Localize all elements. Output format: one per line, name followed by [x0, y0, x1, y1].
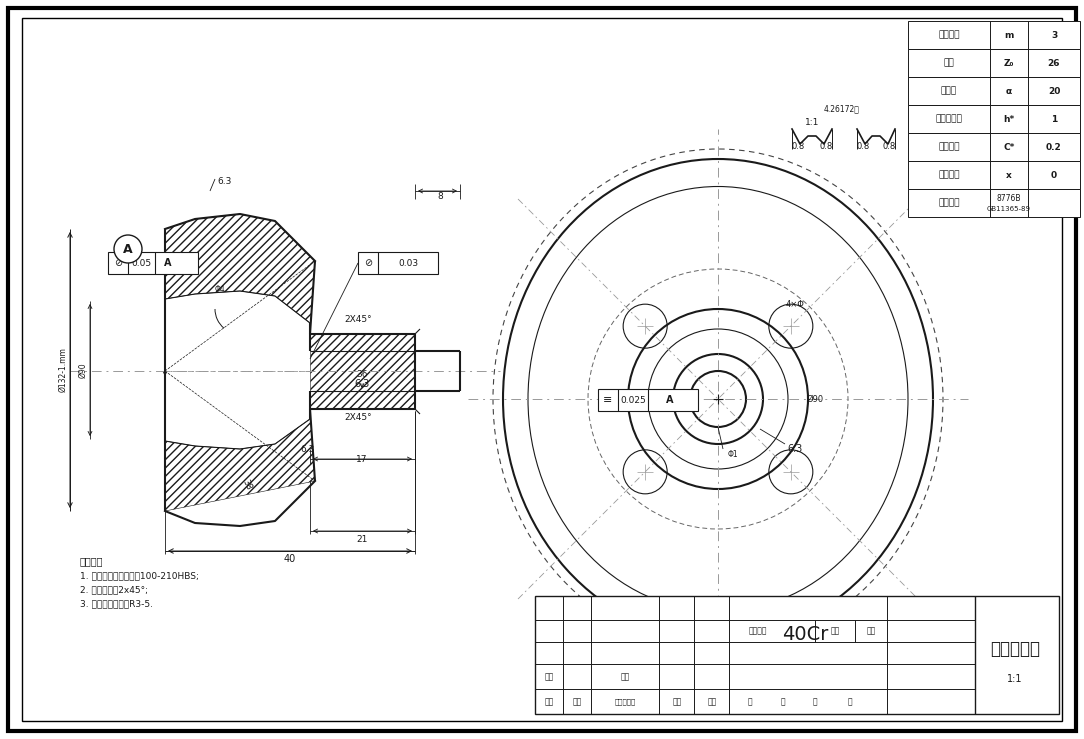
Text: 主动锥齿轮: 主动锥齿轮	[990, 640, 1040, 658]
Text: 0.8: 0.8	[856, 141, 869, 151]
Text: 6.3: 6.3	[787, 444, 802, 454]
Text: 齿顶高系数: 齿顶高系数	[935, 115, 963, 123]
Text: A: A	[667, 395, 674, 405]
Text: Z₀: Z₀	[1004, 58, 1015, 67]
Text: 8776B: 8776B	[997, 194, 1021, 202]
Bar	[908, 49, 1080, 77]
Text: A: A	[165, 258, 171, 268]
Text: 40: 40	[284, 554, 296, 564]
Text: 0.8: 0.8	[791, 141, 804, 151]
Circle shape	[114, 235, 142, 263]
Text: 张: 张	[780, 698, 785, 706]
Text: Ø90: Ø90	[806, 395, 824, 403]
Text: 6.3: 6.3	[354, 379, 370, 389]
Text: α: α	[1006, 86, 1012, 95]
Text: 精度系数: 精度系数	[939, 199, 959, 208]
Text: 张: 张	[848, 698, 852, 706]
Text: h*: h*	[1004, 115, 1015, 123]
Text: Ø132-1.mm: Ø132-1.mm	[59, 347, 67, 392]
Text: 图样标记: 图样标记	[749, 627, 767, 636]
Text: 大端模数: 大端模数	[939, 30, 959, 39]
Text: 0.8: 0.8	[882, 141, 895, 151]
Text: 0.8: 0.8	[820, 141, 833, 151]
Text: 1. 齿面淬火后表面硬度100-210HBS;: 1. 齿面淬火后表面硬度100-210HBS;	[80, 571, 198, 581]
Text: Ø90: Ø90	[78, 362, 88, 378]
Text: 4×Φ: 4×Φ	[786, 299, 804, 308]
Text: C*: C*	[1004, 143, 1015, 151]
Text: 技术要求: 技术要求	[80, 556, 103, 566]
Text: Φ4: Φ4	[215, 285, 225, 293]
Text: 0.2: 0.2	[1046, 143, 1062, 151]
Text: 1:1: 1:1	[804, 118, 820, 126]
Bar	[535, 596, 1059, 714]
Text: 20: 20	[1048, 86, 1060, 95]
Bar	[908, 77, 1080, 105]
Text: x: x	[1006, 171, 1011, 180]
Text: ⊘: ⊘	[364, 258, 372, 268]
Text: 共: 共	[748, 698, 752, 706]
Bar	[598, 389, 698, 411]
Text: 21: 21	[357, 534, 367, 543]
Text: 顶隙系数: 顶隙系数	[939, 143, 959, 151]
Text: 齿形角: 齿形角	[941, 86, 957, 95]
Text: Φ1: Φ1	[727, 449, 738, 458]
Text: 2. 未注明倒角2x45°;: 2. 未注明倒角2x45°;	[80, 585, 149, 594]
Bar	[908, 105, 1080, 133]
Text: A: A	[124, 242, 133, 256]
Text: 0.03: 0.03	[398, 259, 418, 268]
Text: 第: 第	[813, 698, 817, 706]
Text: 标记: 标记	[544, 698, 554, 706]
Bar	[908, 161, 1080, 189]
Text: 2X45°: 2X45°	[345, 412, 372, 421]
Text: 0.05: 0.05	[131, 259, 151, 268]
Text: 重量: 重量	[830, 627, 840, 636]
Text: 1:1: 1:1	[1007, 674, 1022, 684]
Text: GB11365-89: GB11365-89	[988, 206, 1031, 212]
Bar	[358, 252, 438, 274]
Text: 1: 1	[1050, 115, 1057, 123]
Text: 比例: 比例	[866, 627, 876, 636]
Text: 0.025: 0.025	[620, 395, 646, 404]
Text: 26: 26	[1048, 58, 1060, 67]
Bar	[908, 189, 1080, 217]
Text: 0: 0	[1050, 171, 1057, 180]
Text: 6.3: 6.3	[218, 177, 232, 185]
Text: 齿数: 齿数	[944, 58, 954, 67]
Text: 日期: 日期	[708, 698, 717, 706]
Text: 3: 3	[1050, 30, 1057, 39]
Text: 40Cr: 40Cr	[782, 624, 828, 644]
Text: 日期: 日期	[620, 672, 630, 681]
Text: 更改文件名: 更改文件名	[615, 698, 635, 705]
Text: 4.26172倍: 4.26172倍	[824, 104, 860, 114]
Text: 3. 未注明圆角半径R3-5.: 3. 未注明圆角半径R3-5.	[80, 599, 153, 608]
Text: 处数: 处数	[572, 698, 582, 706]
Bar	[908, 21, 1080, 49]
Text: 6.3: 6.3	[301, 444, 315, 454]
Text: 38: 38	[241, 478, 254, 491]
Bar	[908, 133, 1080, 161]
Text: 变位系数: 变位系数	[939, 171, 959, 180]
Text: 设计: 设计	[544, 672, 554, 681]
Text: 签字: 签字	[672, 698, 682, 706]
Text: m: m	[1004, 30, 1014, 39]
Bar	[108, 252, 198, 274]
Text: ⊘: ⊘	[114, 258, 122, 268]
Text: 2X45°: 2X45°	[345, 315, 372, 324]
Text: ≡: ≡	[604, 395, 612, 405]
Text: 17: 17	[357, 454, 367, 463]
Text: 36: 36	[357, 370, 367, 378]
Text: 8: 8	[437, 191, 443, 200]
